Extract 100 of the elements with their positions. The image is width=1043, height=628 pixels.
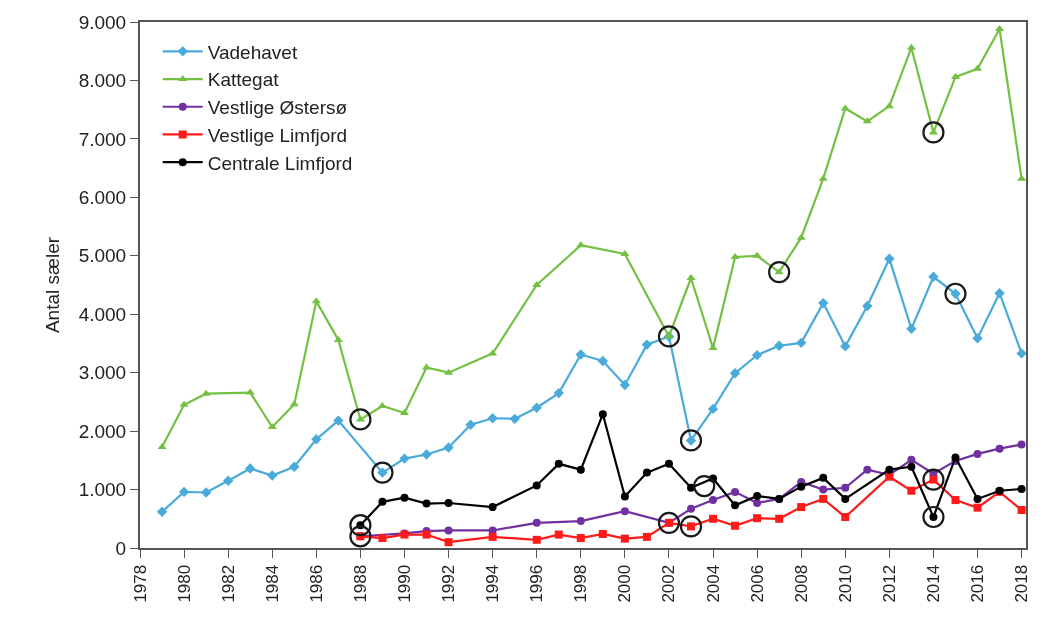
point <box>267 423 277 430</box>
point <box>731 487 740 496</box>
point <box>731 521 740 530</box>
point <box>707 403 719 415</box>
point <box>657 325 681 348</box>
point <box>944 282 967 305</box>
point <box>753 499 762 507</box>
x-tick-label: 2016 <box>968 564 988 603</box>
point <box>693 474 716 498</box>
point <box>488 503 497 512</box>
y-tick-label: 3.000 <box>78 362 127 384</box>
point <box>994 287 1005 299</box>
point <box>951 496 960 505</box>
point <box>421 449 432 460</box>
point <box>687 504 695 513</box>
point <box>289 461 300 472</box>
point <box>686 273 696 280</box>
point <box>576 517 585 526</box>
point <box>709 496 718 505</box>
point <box>333 335 343 342</box>
point <box>922 505 945 529</box>
point <box>679 515 703 538</box>
point <box>679 429 703 452</box>
point <box>973 503 982 512</box>
point <box>349 525 372 548</box>
point <box>818 297 829 309</box>
point <box>841 494 850 503</box>
point <box>708 344 718 351</box>
x-tick-label: 1978 <box>130 564 150 603</box>
point <box>349 514 372 537</box>
point <box>1016 174 1026 181</box>
x-tick-label: 2008 <box>791 564 811 603</box>
y-tick-label: 1.000 <box>78 479 127 501</box>
point <box>201 389 211 396</box>
y-tick-label: 2.000 <box>78 420 127 442</box>
point <box>245 463 256 474</box>
point <box>819 485 828 494</box>
point <box>641 339 653 350</box>
x-tick-label: 1986 <box>306 564 326 603</box>
point <box>576 465 585 474</box>
point <box>753 514 762 523</box>
point <box>443 442 454 453</box>
x-tick-label: 1980 <box>174 564 194 603</box>
point <box>1017 506 1026 515</box>
point <box>922 468 945 491</box>
point <box>922 121 945 144</box>
point <box>487 413 498 424</box>
x-tick-label: 1982 <box>218 564 238 603</box>
point <box>657 511 681 534</box>
point <box>333 415 344 426</box>
point <box>907 455 916 464</box>
point <box>795 337 807 349</box>
point <box>575 349 586 360</box>
point <box>509 413 520 425</box>
y-tick-label: 7.000 <box>78 128 127 150</box>
point <box>797 482 806 491</box>
x-tick-label: 1992 <box>439 564 459 603</box>
y-tick-label: 8.000 <box>78 70 127 92</box>
point <box>531 402 542 413</box>
y-tick-label: 6.000 <box>78 186 127 208</box>
x-tick-label: 1994 <box>483 564 503 603</box>
x-tick-label: 2006 <box>747 564 767 603</box>
point <box>444 526 453 535</box>
point <box>267 470 278 481</box>
point <box>1016 348 1026 359</box>
point <box>840 104 850 111</box>
x-tick-label: 1998 <box>571 564 591 603</box>
x-tick-label: 1996 <box>527 564 547 603</box>
point <box>620 492 629 501</box>
point <box>884 253 895 264</box>
x-tick-label: 2000 <box>615 564 635 603</box>
point <box>311 434 322 445</box>
point <box>178 486 190 498</box>
point <box>554 530 563 539</box>
point <box>619 379 631 391</box>
legend-label: Kattegat <box>207 69 280 91</box>
point <box>371 461 394 484</box>
point <box>973 494 982 503</box>
point <box>907 462 916 471</box>
point <box>642 468 651 477</box>
y-axis-title: Antal sæler <box>42 236 63 334</box>
point <box>245 388 255 395</box>
point <box>378 534 387 543</box>
point <box>775 514 784 523</box>
point <box>532 481 541 490</box>
point <box>751 349 763 361</box>
point <box>378 497 387 506</box>
point <box>444 538 453 547</box>
x-tick-label: 1984 <box>262 564 282 603</box>
legend-label: Centrale Limfjord <box>207 152 353 174</box>
point <box>532 535 541 544</box>
point <box>620 250 630 257</box>
point <box>753 491 762 500</box>
point <box>399 453 410 464</box>
point <box>620 534 629 543</box>
x-tick-label: 1990 <box>395 564 415 603</box>
point <box>465 419 476 430</box>
point <box>532 518 541 527</box>
point <box>156 506 168 517</box>
point <box>222 475 234 486</box>
